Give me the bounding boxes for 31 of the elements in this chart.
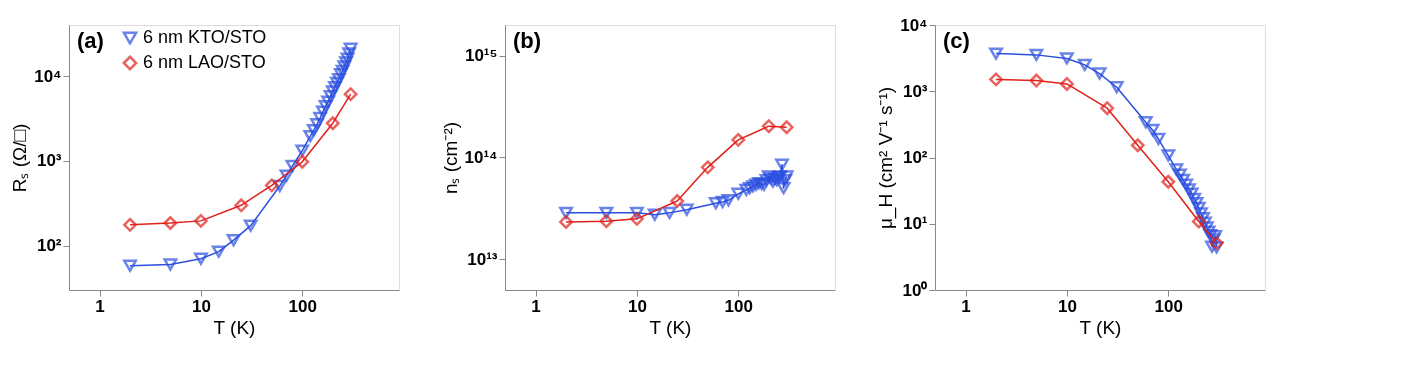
y-tick-label: 10¹³ [467,249,498,269]
x-axis-title: T (K) [1079,316,1122,338]
annotation: (a) [77,28,104,53]
x-axis-title: T (K) [649,316,692,338]
y-tick-label: 10² [902,148,928,167]
legend-label: 6 nm KTO/STO [143,27,267,47]
y-axis-title: Rₛ (Ω/□) [9,123,31,193]
y-tick-label: 10¹⁴ [464,148,498,167]
y-axis-title: μ_H (cm² V⁻¹ s⁻¹) [875,86,898,230]
y-tick-label: 10¹⁵ [464,46,498,66]
x-tick-label: 1 [961,296,971,316]
legend-label: 6 nm LAO/STO [143,52,266,72]
x-tick-label: 10 [1057,296,1077,316]
y-tick-label: 10² [36,236,62,256]
x-tick-label: 100 [1154,296,1183,316]
annotation: (b) [513,28,542,53]
x-tick-label: 10 [627,296,647,316]
y-tick-label: 10⁴ [900,15,928,35]
y-tick-label: 10³ [36,151,62,171]
y-tick-label: 10¹ [902,214,928,234]
x-tick-label: 100 [288,296,317,316]
x-tick-label: 10 [191,296,211,316]
x-tick-label: 1 [95,296,105,316]
x-tick-label: 1 [531,296,541,316]
x-tick-label: 100 [724,296,753,316]
x-axis-title: T (K) [213,316,256,338]
y-tick-label: 10⁴ [34,66,62,86]
y-tick-label: 10³ [902,81,928,101]
y-tick-label: 10⁰ [902,280,928,300]
y-axis-title: nₛ (cm⁻²) [439,121,461,195]
annotation: (c) [943,28,970,53]
